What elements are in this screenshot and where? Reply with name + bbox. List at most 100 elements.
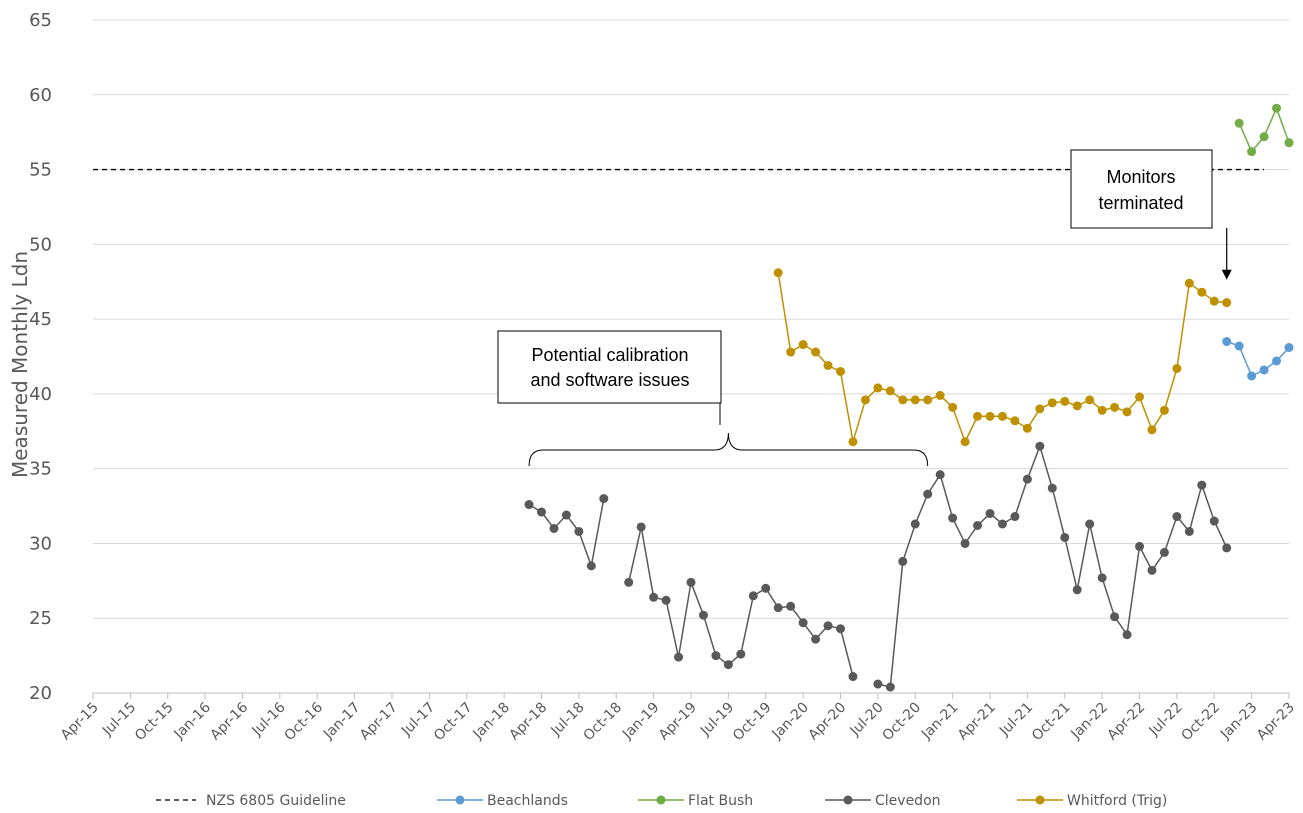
- clevedon-data-point: [1159, 547, 1169, 557]
- whitford-trig-data-point: [948, 402, 958, 412]
- clevedon-data-point: [1147, 565, 1157, 575]
- clevedon-data-point: [773, 603, 783, 613]
- clevedon-data-point: [798, 618, 808, 628]
- clevedon-data-point: [549, 523, 559, 533]
- clevedon-data-point: [1072, 585, 1082, 595]
- x-tick-label: Jan-22: [1067, 700, 1110, 743]
- x-tick-label: Apr-21: [955, 700, 999, 744]
- clevedon-data-point: [923, 489, 933, 499]
- clevedon-series-line: [877, 443, 1228, 688]
- beachlands-data-point: [1222, 337, 1232, 347]
- whitford-trig-data-point: [773, 268, 783, 278]
- clevedon-data-point: [873, 679, 883, 689]
- clevedon-data-point: [1060, 532, 1070, 542]
- clevedon-data-point: [561, 510, 571, 520]
- whitford-trig-data-point: [1122, 407, 1132, 417]
- beachlands-data-point: [1247, 371, 1257, 381]
- clevedon-data-point: [736, 649, 746, 659]
- clevedon-data-point: [1085, 519, 1095, 529]
- legend-marker-beachlands: [455, 795, 465, 805]
- x-tick-label: Oct-21: [1029, 700, 1074, 745]
- whitford-trig-data-point: [973, 411, 983, 421]
- whitford-trig-data-point: [935, 390, 945, 400]
- y-axis-title: Measured Monthly Ldn: [8, 251, 32, 478]
- clevedon-data-point: [1172, 512, 1182, 522]
- clevedon-data-point: [599, 494, 609, 504]
- whitford-trig-data-point: [848, 437, 858, 447]
- clevedon-data-point: [836, 624, 845, 634]
- legend-marker-whitford-trig: [1035, 795, 1045, 805]
- whitford-trig-data-point: [860, 395, 870, 405]
- y-tick-label: 20: [29, 683, 52, 704]
- whitford-trig-data-point: [1184, 278, 1194, 288]
- clevedon-data-point: [636, 522, 646, 532]
- flat-bush-data-point: [1259, 132, 1269, 142]
- terminated-arrow-head: [1221, 269, 1232, 280]
- clevedon-data-point: [1022, 474, 1032, 484]
- whitford-trig-data-point: [997, 411, 1007, 421]
- clevedon-data-point: [1197, 480, 1207, 490]
- clevedon-data-point: [973, 520, 983, 530]
- terminated-annotation-text: terminated: [1098, 193, 1183, 213]
- whitford-trig-data-point: [1060, 396, 1070, 406]
- beachlands-data-point: [1234, 341, 1244, 351]
- x-tick-label: Jan-21: [918, 700, 961, 743]
- clevedon-data-point: [686, 577, 696, 587]
- whitford-trig-data-point: [1222, 298, 1232, 308]
- y-tick-label: 50: [29, 234, 52, 255]
- clevedon-data-point: [997, 519, 1007, 529]
- x-tick-label: Jan-23: [1217, 700, 1260, 743]
- whitford-trig-data-point: [873, 383, 883, 393]
- x-tick-label: Apr-16: [207, 699, 251, 743]
- legend-marker-flat-bush: [656, 795, 666, 805]
- clevedon-data-point: [748, 591, 758, 601]
- clevedon-data-point: [698, 610, 708, 620]
- x-tick-label: Oct-17: [431, 700, 476, 745]
- whitford-trig-data-point: [1147, 425, 1157, 435]
- flat-bush-series-line: [1238, 106, 1290, 154]
- y-tick-label: 65: [29, 10, 52, 31]
- whitford-trig-data-point: [898, 395, 908, 405]
- whitford-trig-data-point: [960, 437, 970, 447]
- clevedon-data-point: [948, 513, 958, 523]
- clevedon-data-point: [649, 592, 659, 602]
- clevedon-data-point: [1135, 541, 1144, 551]
- x-tick-label: Jan-16: [170, 699, 214, 743]
- legend-label-clevedon: Clevedon: [875, 793, 941, 809]
- x-tick-label: Apr-17: [357, 700, 401, 744]
- whitford-trig-data-point: [1097, 405, 1107, 415]
- whitford-trig-data-point: [985, 411, 995, 421]
- x-tick-label: Oct-18: [580, 700, 625, 745]
- whitford-trig-data-point: [1072, 401, 1082, 411]
- whitford-trig-data-point: [1047, 398, 1057, 408]
- beachlands-data-point: [1284, 343, 1294, 353]
- whitford-trig-data-point: [1010, 416, 1020, 426]
- clevedon-data-point: [935, 470, 945, 480]
- clevedon-data-point: [661, 595, 671, 605]
- x-tick-label: Apr-22: [1104, 700, 1148, 744]
- whitford-trig-data-point: [885, 386, 895, 396]
- clevedon-data-point: [624, 577, 634, 587]
- y-tick-label: 45: [29, 309, 52, 330]
- x-tick-label: Oct-20: [879, 700, 924, 745]
- x-tick-label: Jan-17: [320, 700, 363, 743]
- beachlands-data-point: [1259, 365, 1269, 375]
- clevedon-data-point: [960, 538, 970, 548]
- calibration-annotation-box: [497, 330, 722, 404]
- clevedon-data-point: [1097, 573, 1107, 583]
- clevedon-data-point: [985, 509, 995, 519]
- y-tick-label: 30: [29, 533, 52, 554]
- x-tick-label: Jan-20: [768, 700, 811, 743]
- whitford-trig-data-point: [1035, 404, 1045, 414]
- clevedon-data-point: [811, 634, 821, 644]
- clevedon-data-point: [1209, 516, 1219, 526]
- y-tick-label: 35: [29, 459, 52, 480]
- legend-label-flat-bush: Flat Bush: [688, 793, 753, 809]
- y-tick-label: 60: [29, 85, 52, 106]
- x-tick-label: Oct-22: [1178, 700, 1223, 745]
- whitford-trig-data-point: [786, 347, 796, 357]
- calibration-bracket: [528, 432, 929, 467]
- beachlands-data-point: [1272, 356, 1282, 366]
